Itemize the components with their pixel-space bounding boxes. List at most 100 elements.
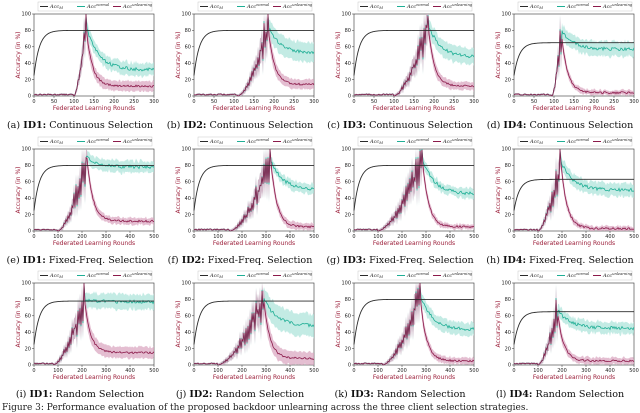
x-tick-label: 500: [469, 368, 479, 374]
y-tick-label: 100: [21, 12, 31, 18]
caption-j: (j) ID2: Random Selection: [160, 389, 320, 400]
caption-strategy: Continuous Selection: [206, 120, 314, 131]
series-line-acc-m: [353, 164, 474, 211]
series-band-acc-unlearning: [194, 14, 314, 96]
legend-acc-unlearning-label: Accunlearning: [122, 3, 153, 10]
x-tick-label: 200: [429, 99, 439, 105]
x-tick-label: 400: [285, 234, 295, 240]
legend-acc-m-label: AccM: [209, 139, 223, 145]
x-tick-label: 100: [213, 368, 223, 374]
x-tick-label: 400: [445, 368, 455, 374]
y-tick-label: 60: [185, 180, 191, 186]
y-tick-label: 20: [505, 77, 511, 83]
legend-acc-normal-label: Accnormal: [86, 3, 109, 10]
x-tick-label: 0: [192, 368, 195, 374]
caption-prefix: (g): [326, 255, 343, 266]
y-tick-label: 40: [185, 61, 191, 67]
x-tick-label: 100: [389, 99, 399, 105]
y-axis-label: Accuracy (in %): [15, 300, 22, 347]
caption-prefix: (a): [6, 120, 24, 131]
legend-frame: [37, 136, 153, 147]
y-tick-label: 40: [25, 330, 31, 336]
x-tick-label: 200: [77, 234, 87, 240]
y-tick-label: 80: [185, 297, 191, 303]
chart-svg: 0 20 40 60 80 100 0 100 200 300 400 500 Federated Le…: [175, 136, 319, 247]
y-tick-label: 20: [185, 212, 191, 218]
series-band-acc-unlearning: [514, 15, 634, 96]
x-tick-label: 500: [629, 234, 639, 240]
x-axis-label: Federated Learning Rounds: [53, 105, 135, 112]
caption-id: ID4:: [503, 120, 527, 131]
x-tick-label: 0: [352, 99, 355, 105]
y-tick-label: 100: [501, 147, 511, 153]
y-tick-label: 0: [348, 363, 351, 369]
y-tick-label: 60: [505, 45, 511, 51]
legend-acc-normal-label: Accnormal: [406, 138, 429, 145]
y-tick-label: 80: [185, 163, 191, 169]
series-band-acc-unlearning: [34, 149, 154, 231]
series-band-acc-normal: [194, 14, 314, 96]
x-tick-label: 200: [237, 368, 247, 374]
y-tick-label: 0: [188, 94, 191, 100]
legend: AccM Accnormal Accunlearning: [357, 136, 473, 147]
caption-l: (l) ID4: Random Selection: [480, 389, 640, 400]
y-tick-label: 20: [505, 346, 511, 352]
y-tick-label: 80: [185, 28, 191, 34]
chart-svg: 0 20 40 60 80 100 0 100 200 300 400 500 Federated Le…: [15, 136, 159, 247]
legend-acc-m-label: AccM: [529, 4, 543, 10]
legend: AccM Accnormal Accunlearning: [37, 136, 153, 147]
y-axis-label: Accuracy (in %): [175, 300, 182, 347]
legend-acc-unlearning-label: Accunlearning: [442, 138, 473, 145]
legend-acc-m-label: AccM: [209, 273, 223, 279]
caption-id: ID3:: [350, 389, 374, 400]
y-tick-label: 20: [185, 77, 191, 83]
x-tick-label: 200: [557, 368, 567, 374]
legend-frame: [197, 136, 313, 147]
legend-acc-normal-label: Accnormal: [566, 272, 589, 279]
y-tick-label: 60: [185, 314, 191, 320]
caption-id: ID3:: [343, 255, 367, 266]
y-axis-label: Accuracy (in %): [335, 300, 342, 347]
x-tick-label: 200: [237, 234, 247, 240]
legend-acc-m-label: AccM: [529, 273, 543, 279]
series-band-acc-unlearning: [34, 14, 154, 96]
x-tick-label: 0: [512, 234, 515, 240]
caption-i: (i) ID1: Random Selection: [0, 389, 160, 400]
caption-strategy: Random Selection: [532, 389, 625, 400]
caption-strategy: Fixed-Freq. Selection: [526, 255, 634, 266]
x-tick-label: 100: [229, 99, 239, 105]
x-tick-label: 150: [249, 99, 259, 105]
y-tick-label: 40: [505, 61, 511, 67]
caption-strategy: Fixed-Freq. Selection: [204, 255, 313, 266]
legend-frame: [357, 136, 473, 147]
chart-panel-l: 0 20 40 60 80 100 0 100 200 300 400 500 Federated Le…: [480, 269, 640, 406]
legend-acc-normal-label: Accnormal: [246, 138, 269, 145]
chart-panel-h: 0 20 40 60 80 100 0 100 200 300 400 500 Federated Le…: [480, 135, 640, 272]
y-tick-label: 80: [345, 28, 351, 34]
y-tick-label: 40: [185, 196, 191, 202]
chart-svg: 0 20 40 60 80 100 0 50 100 150 200 250 300 Federated …: [495, 1, 639, 112]
legend: AccM Accnormal Accunlearning: [517, 136, 633, 147]
x-axis-label: Federated Learning Rounds: [213, 105, 295, 112]
caption-prefix: (k): [334, 389, 351, 400]
caption-id: ID4:: [509, 389, 533, 400]
y-tick-label: 20: [345, 212, 351, 218]
x-tick-label: 0: [32, 234, 35, 240]
legend-frame: [517, 136, 633, 147]
x-tick-label: 500: [149, 234, 159, 240]
x-tick-label: 50: [371, 99, 377, 105]
caption-prefix: (h): [486, 255, 504, 266]
series-band-acc-unlearning: [194, 149, 314, 231]
caption-prefix: (b): [166, 120, 184, 131]
chart-panel-a: 0 20 40 60 80 100 0 50 100 150 200 250 300 Federated …: [0, 0, 160, 137]
legend: AccM Accnormal Accunlearning: [37, 1, 153, 12]
y-tick-label: 80: [505, 163, 511, 169]
series-band-acc-normal: [514, 14, 634, 96]
legend-acc-m-label: AccM: [49, 139, 63, 145]
caption-prefix: (i): [15, 389, 30, 400]
series-band-acc-unlearning: [354, 14, 474, 96]
legend-acc-unlearning-label: Accunlearning: [282, 3, 313, 10]
x-tick-label: 300: [101, 234, 111, 240]
series-line-acc-unlearning: [513, 148, 635, 232]
caption-id: ID1:: [29, 389, 53, 400]
